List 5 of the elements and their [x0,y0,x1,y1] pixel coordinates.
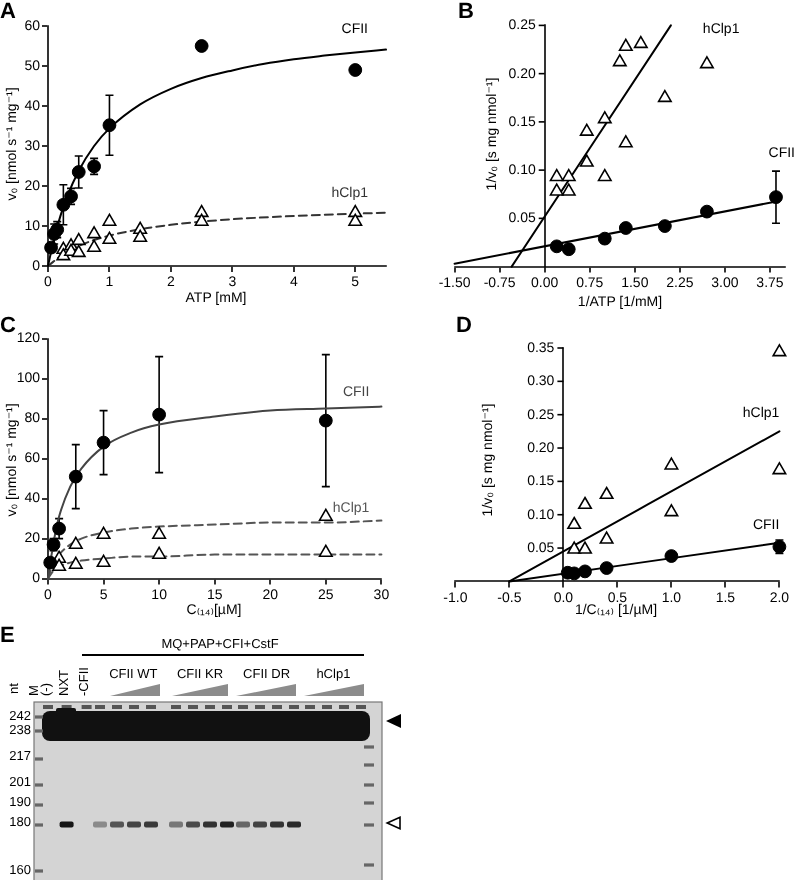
chart-title: D [456,314,472,338]
chart-title: B [458,0,474,24]
chart-title: C [0,314,16,338]
chart-title: A [0,0,16,24]
text: E [0,624,15,648]
